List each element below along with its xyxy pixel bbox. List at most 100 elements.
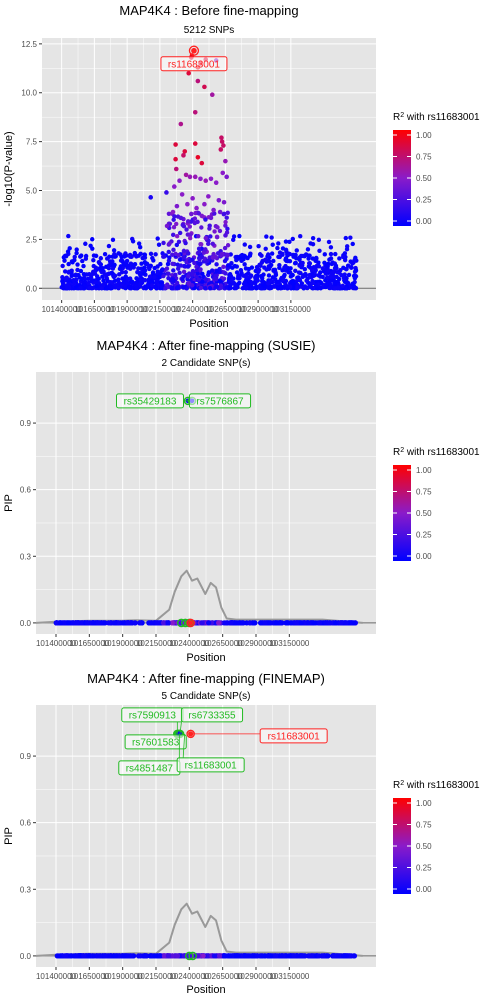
snp-point [221, 199, 227, 205]
snp-point [290, 272, 295, 278]
snp-point [205, 953, 211, 959]
snp-point [264, 234, 269, 239]
x-tick-label: 101400000 [42, 305, 83, 314]
snp-point [173, 166, 179, 172]
chart-title: MAP4K4 : After fine-mapping (FINEMAP) [87, 671, 325, 686]
snp-point [147, 953, 153, 959]
snp-point [299, 281, 305, 286]
x-tick-label: 102150000 [136, 972, 177, 981]
snp-point [317, 248, 322, 254]
snp-point [351, 953, 358, 959]
snp-point [81, 263, 86, 269]
snp-point [205, 258, 210, 264]
snp-point [348, 235, 353, 240]
snp-point [149, 620, 155, 626]
legend-tick-label: 1.00 [416, 466, 432, 475]
snp-point [239, 252, 245, 258]
snp-point [199, 213, 205, 219]
snp-point [302, 284, 308, 289]
snp-point [81, 271, 87, 277]
snp-point [53, 620, 60, 626]
snp-point [266, 273, 272, 278]
snp-point [325, 953, 331, 959]
snp-point [325, 275, 330, 280]
snp-point [325, 263, 330, 269]
snp-point [303, 271, 308, 277]
snp-point [178, 215, 184, 221]
snp-point [277, 620, 283, 626]
snp-point [267, 284, 273, 290]
x-tick-label: 101650000 [69, 972, 110, 981]
snp-point [125, 276, 131, 282]
snp-point [306, 620, 312, 626]
snp-point [273, 620, 279, 626]
snp-point [280, 246, 286, 251]
snp-point [268, 278, 273, 283]
snp-point [340, 283, 346, 288]
snp-point [82, 282, 88, 288]
snp-point [298, 233, 303, 239]
label-box [180, 707, 244, 723]
snp-point [322, 252, 327, 257]
snp-point [353, 267, 359, 273]
snp-point [181, 153, 186, 158]
snp-point [206, 241, 211, 247]
snp-point [199, 620, 205, 626]
snp-point [186, 70, 191, 76]
snp-point [209, 92, 215, 98]
snp-point [348, 259, 353, 264]
chart-subtitle: 2 Candidate SNP(s) [162, 358, 251, 369]
legend-tick-label: 0.25 [416, 196, 432, 205]
snp-point [90, 620, 96, 626]
snp-point [311, 273, 317, 278]
snp-point [153, 252, 158, 257]
legend-tick-label: 0.25 [416, 531, 432, 540]
legend-tick-label: 0.75 [416, 488, 432, 497]
x-tick-label: 101650000 [74, 305, 115, 314]
snp-point [234, 254, 240, 260]
snp-point [333, 263, 339, 269]
snp-point [83, 256, 89, 261]
snp-point [222, 211, 227, 217]
snp-point [97, 953, 103, 959]
x-tick-label: 102900000 [236, 639, 277, 648]
snp-point [203, 286, 208, 291]
y-tick-label: 2.5 [26, 235, 38, 244]
snp-point [197, 250, 202, 255]
snp-point [242, 953, 248, 959]
legend: R2 with rs11683001 1.00 0.75 0.50 0.25 0.00 [393, 112, 480, 226]
candidate-labels: rs7590913 rs6733355 rs7601583 rs4851487 rs11… [118, 707, 328, 776]
x-tick-label: 102150000 [136, 639, 177, 648]
lead-snp-point [188, 620, 194, 626]
pip-points [36, 396, 376, 628]
snp-point [91, 257, 96, 263]
snp-point [97, 260, 102, 266]
snp-point [259, 273, 264, 279]
snp-point [161, 273, 166, 279]
label-box [160, 56, 228, 72]
lead-snp-ring [188, 45, 200, 56]
snp-point [65, 620, 71, 626]
snp-point [288, 284, 293, 289]
snp-point [117, 272, 122, 277]
legend-tick-label: 0.75 [416, 821, 432, 830]
snp-point [270, 275, 276, 280]
snp-point [282, 265, 287, 270]
snp-point [202, 201, 207, 207]
snp-point [121, 280, 127, 285]
snp-point [228, 273, 234, 279]
x-tick-label: 101900000 [107, 305, 148, 314]
snp-point [186, 251, 191, 256]
snp-point [170, 261, 175, 267]
snp-point [65, 249, 71, 254]
snp-point [134, 254, 139, 259]
snp-point [288, 620, 294, 626]
legend-tick-label: 0.50 [416, 842, 432, 851]
axes: 1014000001016500001019000001021500001024… [3, 752, 310, 996]
snp-point [71, 277, 76, 283]
snp-point [209, 268, 215, 273]
snp-point [201, 250, 207, 255]
x-tick-label: 101400000 [36, 972, 77, 981]
snp-point [116, 280, 122, 286]
snp-point [219, 139, 225, 144]
